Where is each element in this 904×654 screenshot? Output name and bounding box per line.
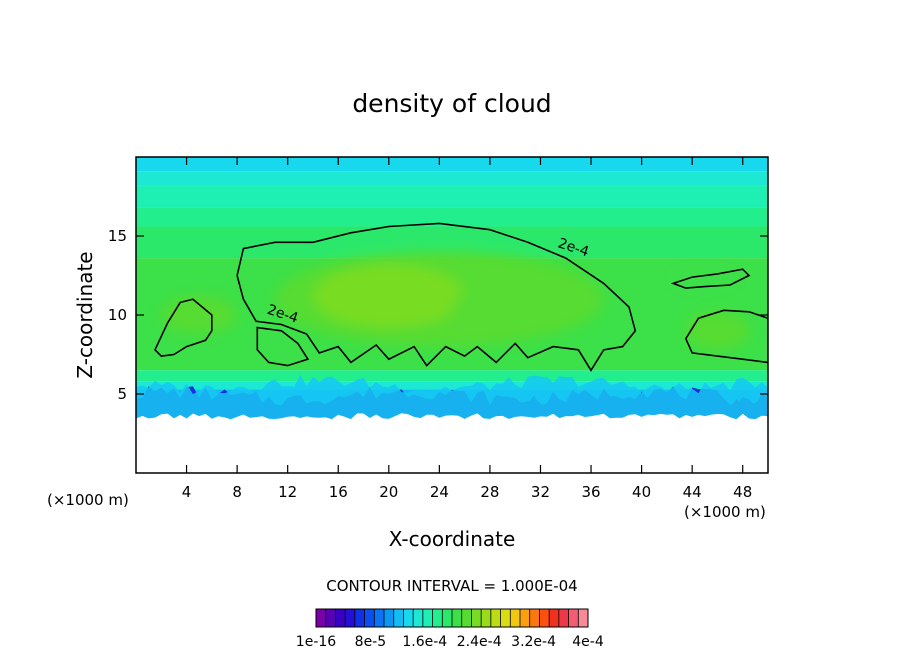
colorbar-tick-label: 1e-16 [296, 634, 336, 650]
colorbar-tick-label: 8e-5 [355, 634, 386, 650]
x-tick-label: 28 [480, 483, 499, 501]
x-tick-label: 40 [632, 483, 651, 501]
x-tick-label: 4 [182, 483, 192, 501]
colorbar-swatch [520, 609, 531, 627]
contour-upper-right [670, 268, 751, 289]
y-axis-title: Z-coordinate [73, 251, 97, 378]
colorbar-swatch [442, 609, 453, 627]
colorbar-swatch [578, 609, 589, 627]
colorbar-swatch [529, 609, 540, 627]
colorbar-swatch [452, 609, 463, 627]
chart-title: density of cloud [352, 89, 551, 118]
x-tick-label: 8 [232, 483, 242, 501]
colorbar [315, 608, 589, 628]
x-axis-unit-left: (×1000 m) [47, 491, 129, 509]
density-highs [161, 251, 750, 350]
colorbar-swatch [316, 609, 327, 627]
colorbar-swatch [471, 609, 482, 627]
density-band [136, 207, 768, 227]
x-tick-label: 44 [683, 483, 702, 501]
colorbar-swatch [539, 609, 550, 627]
cloud-free-region [136, 413, 768, 473]
y-tick-label: 5 [117, 385, 127, 403]
colorbar-swatch [354, 609, 365, 627]
density-band [136, 370, 768, 382]
y-tick-label: 15 [108, 227, 127, 245]
density-high [685, 311, 750, 350]
colorbar-labels: 1e-16 8e-5 1.6e-4 2.4e-4 3.2e-4 4e-4 [296, 634, 604, 650]
plot-area: 2e-42e-4 [136, 157, 768, 473]
x-axis-ticks: 4 8 12 16 20 24 28 32 36 40 44 48 [182, 157, 752, 501]
colorbar-tick-label: 4e-4 [572, 634, 604, 650]
colorbar-swatch [500, 609, 511, 627]
colorbar-swatch [481, 609, 492, 627]
colorbar-swatch [432, 609, 443, 627]
x-axis-unit-right: (×1000 m) [684, 503, 766, 521]
contour-right [684, 309, 768, 364]
contour-left [154, 298, 213, 357]
colorbar-frame [315, 608, 589, 628]
contour-main [236, 222, 637, 372]
density-band [136, 185, 768, 208]
colorbar-swatch [422, 609, 433, 627]
x-tick-label: 12 [278, 483, 297, 501]
density-high [673, 270, 737, 287]
contour-interval-note: CONTOUR INTERVAL = 1.000E-04 [326, 577, 577, 595]
x-tick-label: 20 [379, 483, 398, 501]
colorbar-tick-label: 2.4e-4 [457, 634, 502, 650]
contour-left-2 [256, 326, 310, 367]
colorbar-swatch [374, 609, 385, 627]
x-tick-label: 24 [430, 483, 449, 501]
colorbar-swatch [325, 609, 336, 627]
colorbar-swatch [345, 609, 356, 627]
y-tick-label: 10 [108, 306, 127, 324]
colorbar-tick-label: 3.2e-4 [511, 634, 556, 650]
density-high [452, 281, 579, 333]
colorbar-swatch [461, 609, 472, 627]
x-tick-label: 16 [329, 483, 348, 501]
x-tick-label: 32 [531, 483, 550, 501]
colorbar-swatch [393, 609, 404, 627]
colorbar-swatch [384, 609, 395, 627]
density-band [136, 157, 768, 172]
y-axis-ticks: 5 10 15 [108, 227, 768, 403]
density-band [136, 171, 768, 186]
colorbar-tick-label: 1.6e-4 [402, 634, 447, 650]
colorbar-swatch [558, 609, 569, 627]
colorbar-swatch [403, 609, 414, 627]
x-tick-label: 36 [581, 483, 600, 501]
colorbar-swatch [510, 609, 521, 627]
colorbar-swatch [490, 609, 501, 627]
x-axis-title: X-coordinate [389, 527, 516, 551]
colorbar-swatch [549, 609, 560, 627]
colorbar-swatch [335, 609, 346, 627]
colorbar-swatch [364, 609, 375, 627]
density-high [161, 296, 238, 334]
x-tick-label: 48 [733, 483, 752, 501]
density-high [312, 264, 465, 328]
colorbar-swatch [413, 609, 424, 627]
density-band [136, 381, 768, 390]
colorbar-swatch [568, 609, 579, 627]
